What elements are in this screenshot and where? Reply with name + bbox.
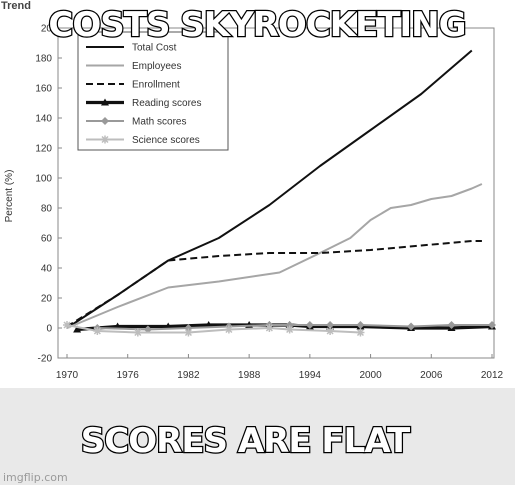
y-tick-label: 60 (41, 234, 53, 245)
x-tick-label: 2006 (420, 370, 443, 381)
legend-label: Science scores (132, 135, 200, 146)
legend-label: Employees (132, 61, 181, 72)
data-point (326, 327, 335, 335)
legend: Total Cost Employees Enrollment Reading sco… (77, 31, 229, 151)
series-line (66, 183, 483, 329)
y-tick-label: -20 (38, 354, 53, 365)
data-point (488, 321, 496, 329)
series-line (97, 324, 492, 331)
y-tick-label: 120 (35, 144, 52, 155)
data-point (326, 321, 335, 329)
y-tick-label: 100 (35, 174, 52, 185)
x-tick-label: 2012 (481, 370, 504, 381)
y-tick-label: 20 (41, 24, 53, 35)
y-tick-label: 40 (41, 264, 53, 275)
x-tick-label: 1994 (299, 370, 322, 381)
series-layer (63, 49, 496, 337)
legend-box (77, 31, 229, 151)
data-point (93, 327, 102, 335)
y-tick-label: 0 (46, 324, 52, 335)
legend-label: Reading scores (132, 98, 201, 109)
data-point (305, 321, 314, 329)
y-axis-label: Percent (%) (4, 170, 15, 223)
meme-top-text: COSTS SKYROCKETING (48, 5, 465, 45)
y-tick-label: 160 (35, 84, 52, 95)
meme-bottom-text: SCORES ARE FLAT (81, 421, 411, 461)
data-point (101, 98, 109, 106)
chart-title-fragment: Trend (1, 0, 31, 12)
data-point (407, 322, 416, 331)
x-tick-label: 1982 (177, 370, 200, 381)
legend-label: Enrollment (132, 80, 180, 91)
axis-layer: -20 0 20 40 60 80 100 120 140 160 180 20 1970 1976 198… (35, 24, 503, 382)
y-tick-label: 180 (35, 54, 52, 65)
y-tick-label: 140 (35, 114, 52, 125)
y-tick-label: 80 (41, 204, 53, 215)
plot-frame (57, 27, 495, 359)
data-point (101, 117, 109, 125)
watermark: imgflip.com (3, 471, 68, 484)
data-point (224, 325, 233, 334)
x-tick-label: 1970 (56, 370, 79, 381)
data-point (356, 328, 365, 337)
legend-label: Math scores (132, 117, 186, 128)
caption-band (0, 388, 515, 485)
data-point (101, 135, 109, 144)
series-line (66, 240, 482, 328)
data-point (356, 321, 365, 329)
data-point (447, 321, 456, 329)
data-point (265, 324, 274, 332)
data-point (63, 321, 71, 329)
legend-label: Total Cost (132, 43, 177, 54)
x-tick-label: 1988 (238, 370, 261, 381)
plot-border (57, 27, 495, 359)
y-tick-label: 20 (41, 294, 53, 305)
data-point (73, 325, 82, 333)
x-tick-label: 2000 (359, 370, 382, 381)
data-point (184, 328, 193, 337)
x-tick-label: 1976 (117, 370, 140, 381)
data-point (133, 328, 142, 337)
data-point (285, 325, 294, 334)
